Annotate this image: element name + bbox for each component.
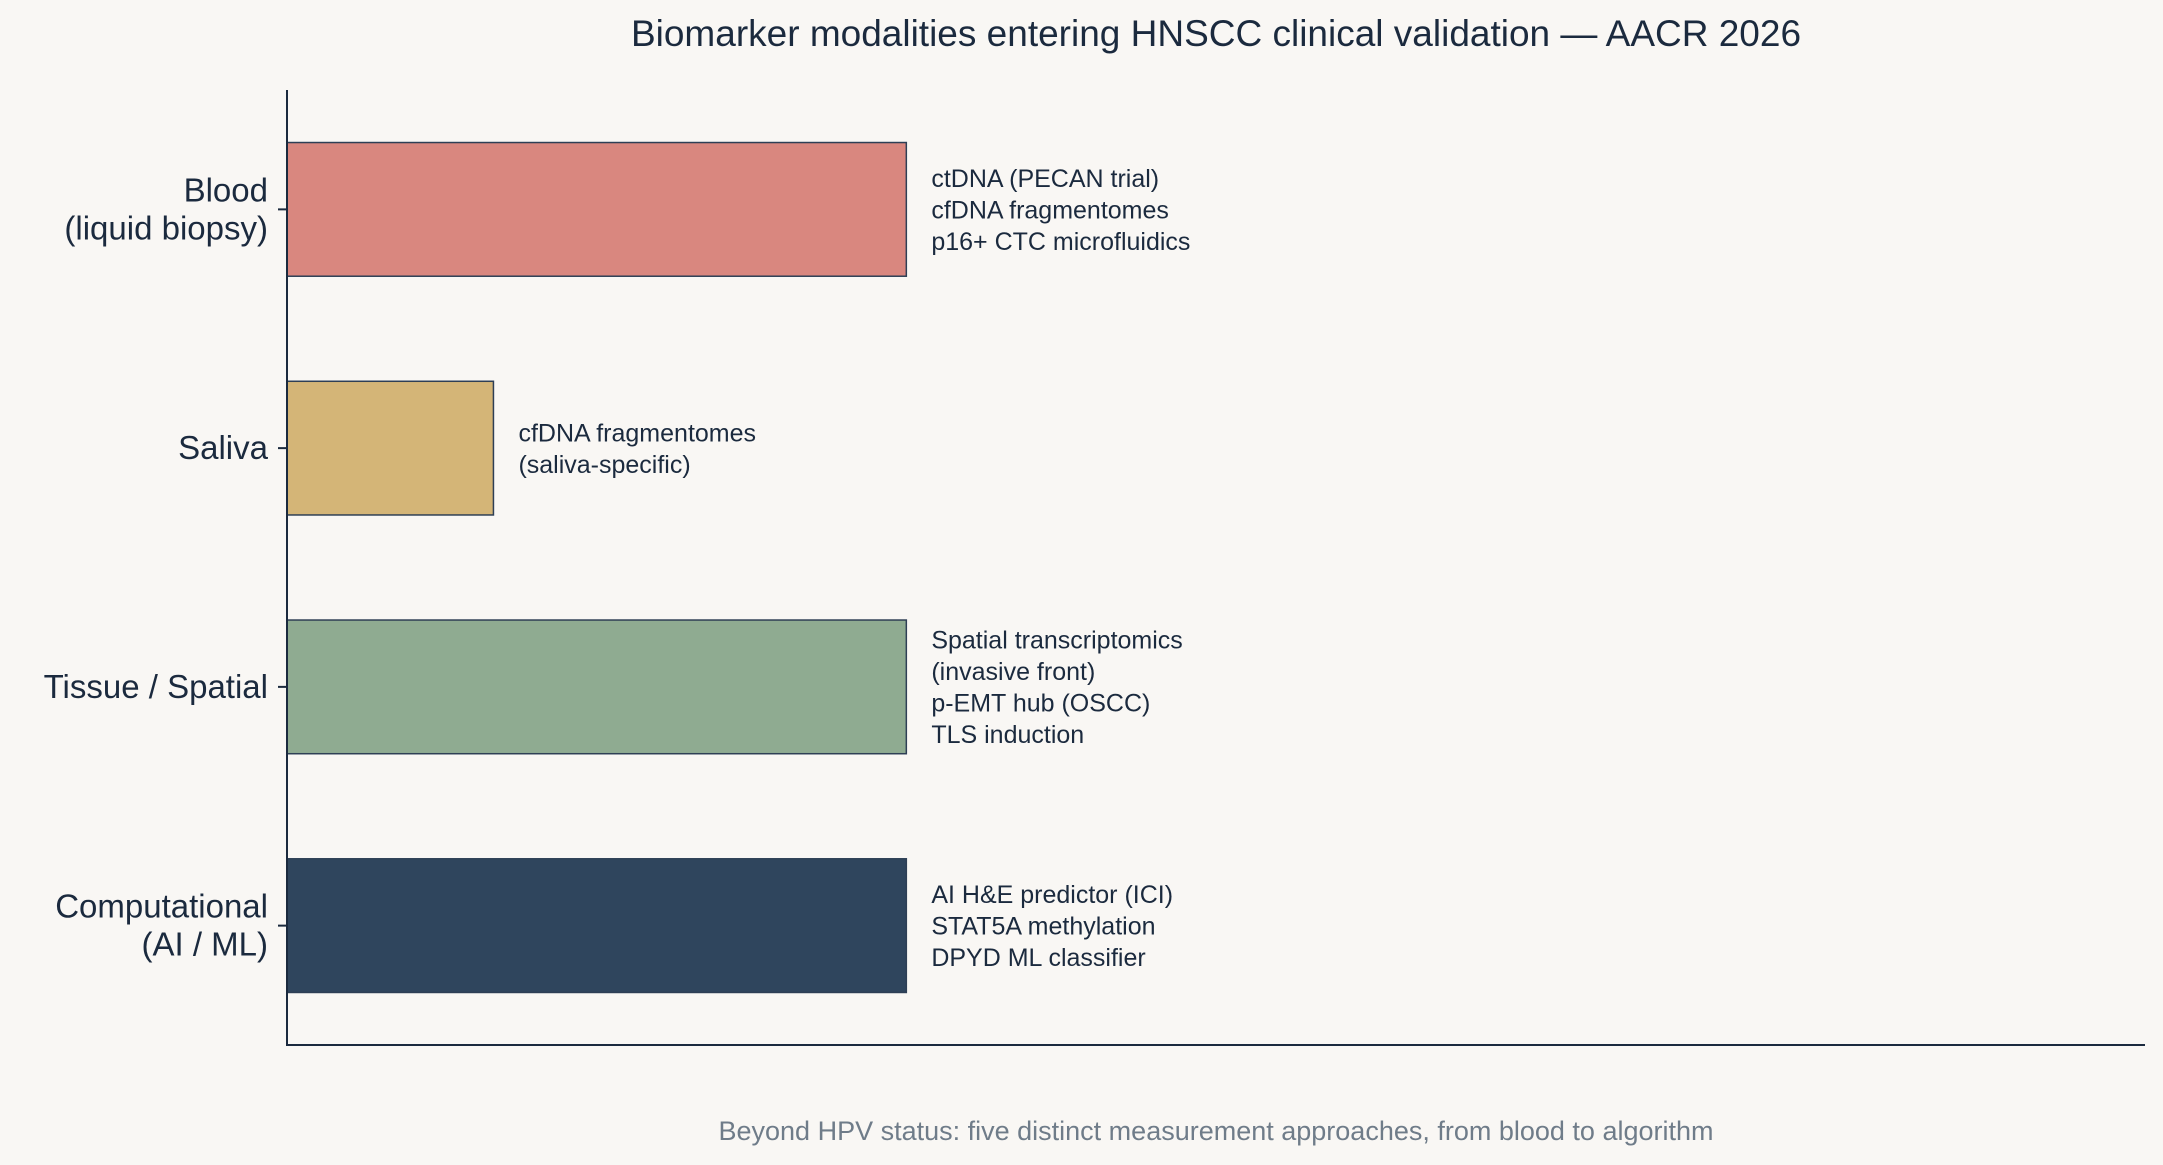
y-tick-label-2-line-0: Tissue / Spatial xyxy=(44,668,268,705)
bar-annotation-0-line-1: cfDNA fragmentomes xyxy=(931,196,1169,224)
bar-annotation-3-line-2: DPYD ML classifier xyxy=(931,944,1145,972)
y-tick-label-3-line-0: Computational xyxy=(55,888,268,925)
bar-annotation-0-line-2: p16+ CTC microfluidics xyxy=(931,228,1190,256)
bar-annotation-1-line-1: (saliva-specific) xyxy=(518,451,690,479)
bar-annotation-3-line-0: AI H&E predictor (ICI) xyxy=(931,881,1173,909)
bar-annotation-0: ctDNA (PECAN trial) cfDNA fragmentomes p16… xyxy=(931,165,1190,256)
y-tick-label-0-line-1: (liquid biopsy) xyxy=(64,209,268,246)
bar-annotation-2-line-2: p-EMT hub (OSCC) xyxy=(931,690,1150,718)
plot-area: Blood (liquid biopsy)ctDNA (PECAN trial) c… xyxy=(44,141,1190,994)
y-tick-label-0: Blood (liquid biopsy) xyxy=(64,171,268,246)
bar-annotation-3-line-1: STAT5A methylation xyxy=(931,913,1155,941)
bar-annotation-2: Spatial transcriptomics (invasive front) p… xyxy=(931,627,1182,750)
chart-caption: Beyond HPV status: five distinct measure… xyxy=(719,1116,1714,1146)
bar-annotation-0-line-0: ctDNA (PECAN trial) xyxy=(931,165,1159,193)
bar-annotation-1-line-0: cfDNA fragmentomes xyxy=(518,419,756,447)
y-tick-label-3: Computational (AI / ML) xyxy=(55,888,268,963)
bar-annotation-2-line-1: (invasive front) xyxy=(931,658,1095,686)
y-tick-label-1: Saliva xyxy=(178,429,269,466)
bar-2 xyxy=(286,619,908,755)
bar-0 xyxy=(286,141,908,277)
bar-annotation-3: AI H&E predictor (ICI) STAT5A methylation… xyxy=(931,881,1173,972)
y-tick-label-0-line-0: Blood xyxy=(184,171,268,208)
bar-annotation-2-line-3: TLS induction xyxy=(931,721,1084,749)
y-tick-label-2: Tissue / Spatial xyxy=(44,668,268,705)
bar-1 xyxy=(286,380,495,516)
bar-annotation-2-line-0: Spatial transcriptomics xyxy=(931,627,1182,655)
bar-3 xyxy=(286,858,908,994)
y-tick-label-3-line-1: (AI / ML) xyxy=(141,926,268,963)
y-tick-label-1-line-0: Saliva xyxy=(178,429,269,466)
chart-title: Biomarker modalities entering HNSCC clin… xyxy=(631,13,1801,54)
bar-annotation-1: cfDNA fragmentomes (saliva-specific) xyxy=(518,419,756,479)
